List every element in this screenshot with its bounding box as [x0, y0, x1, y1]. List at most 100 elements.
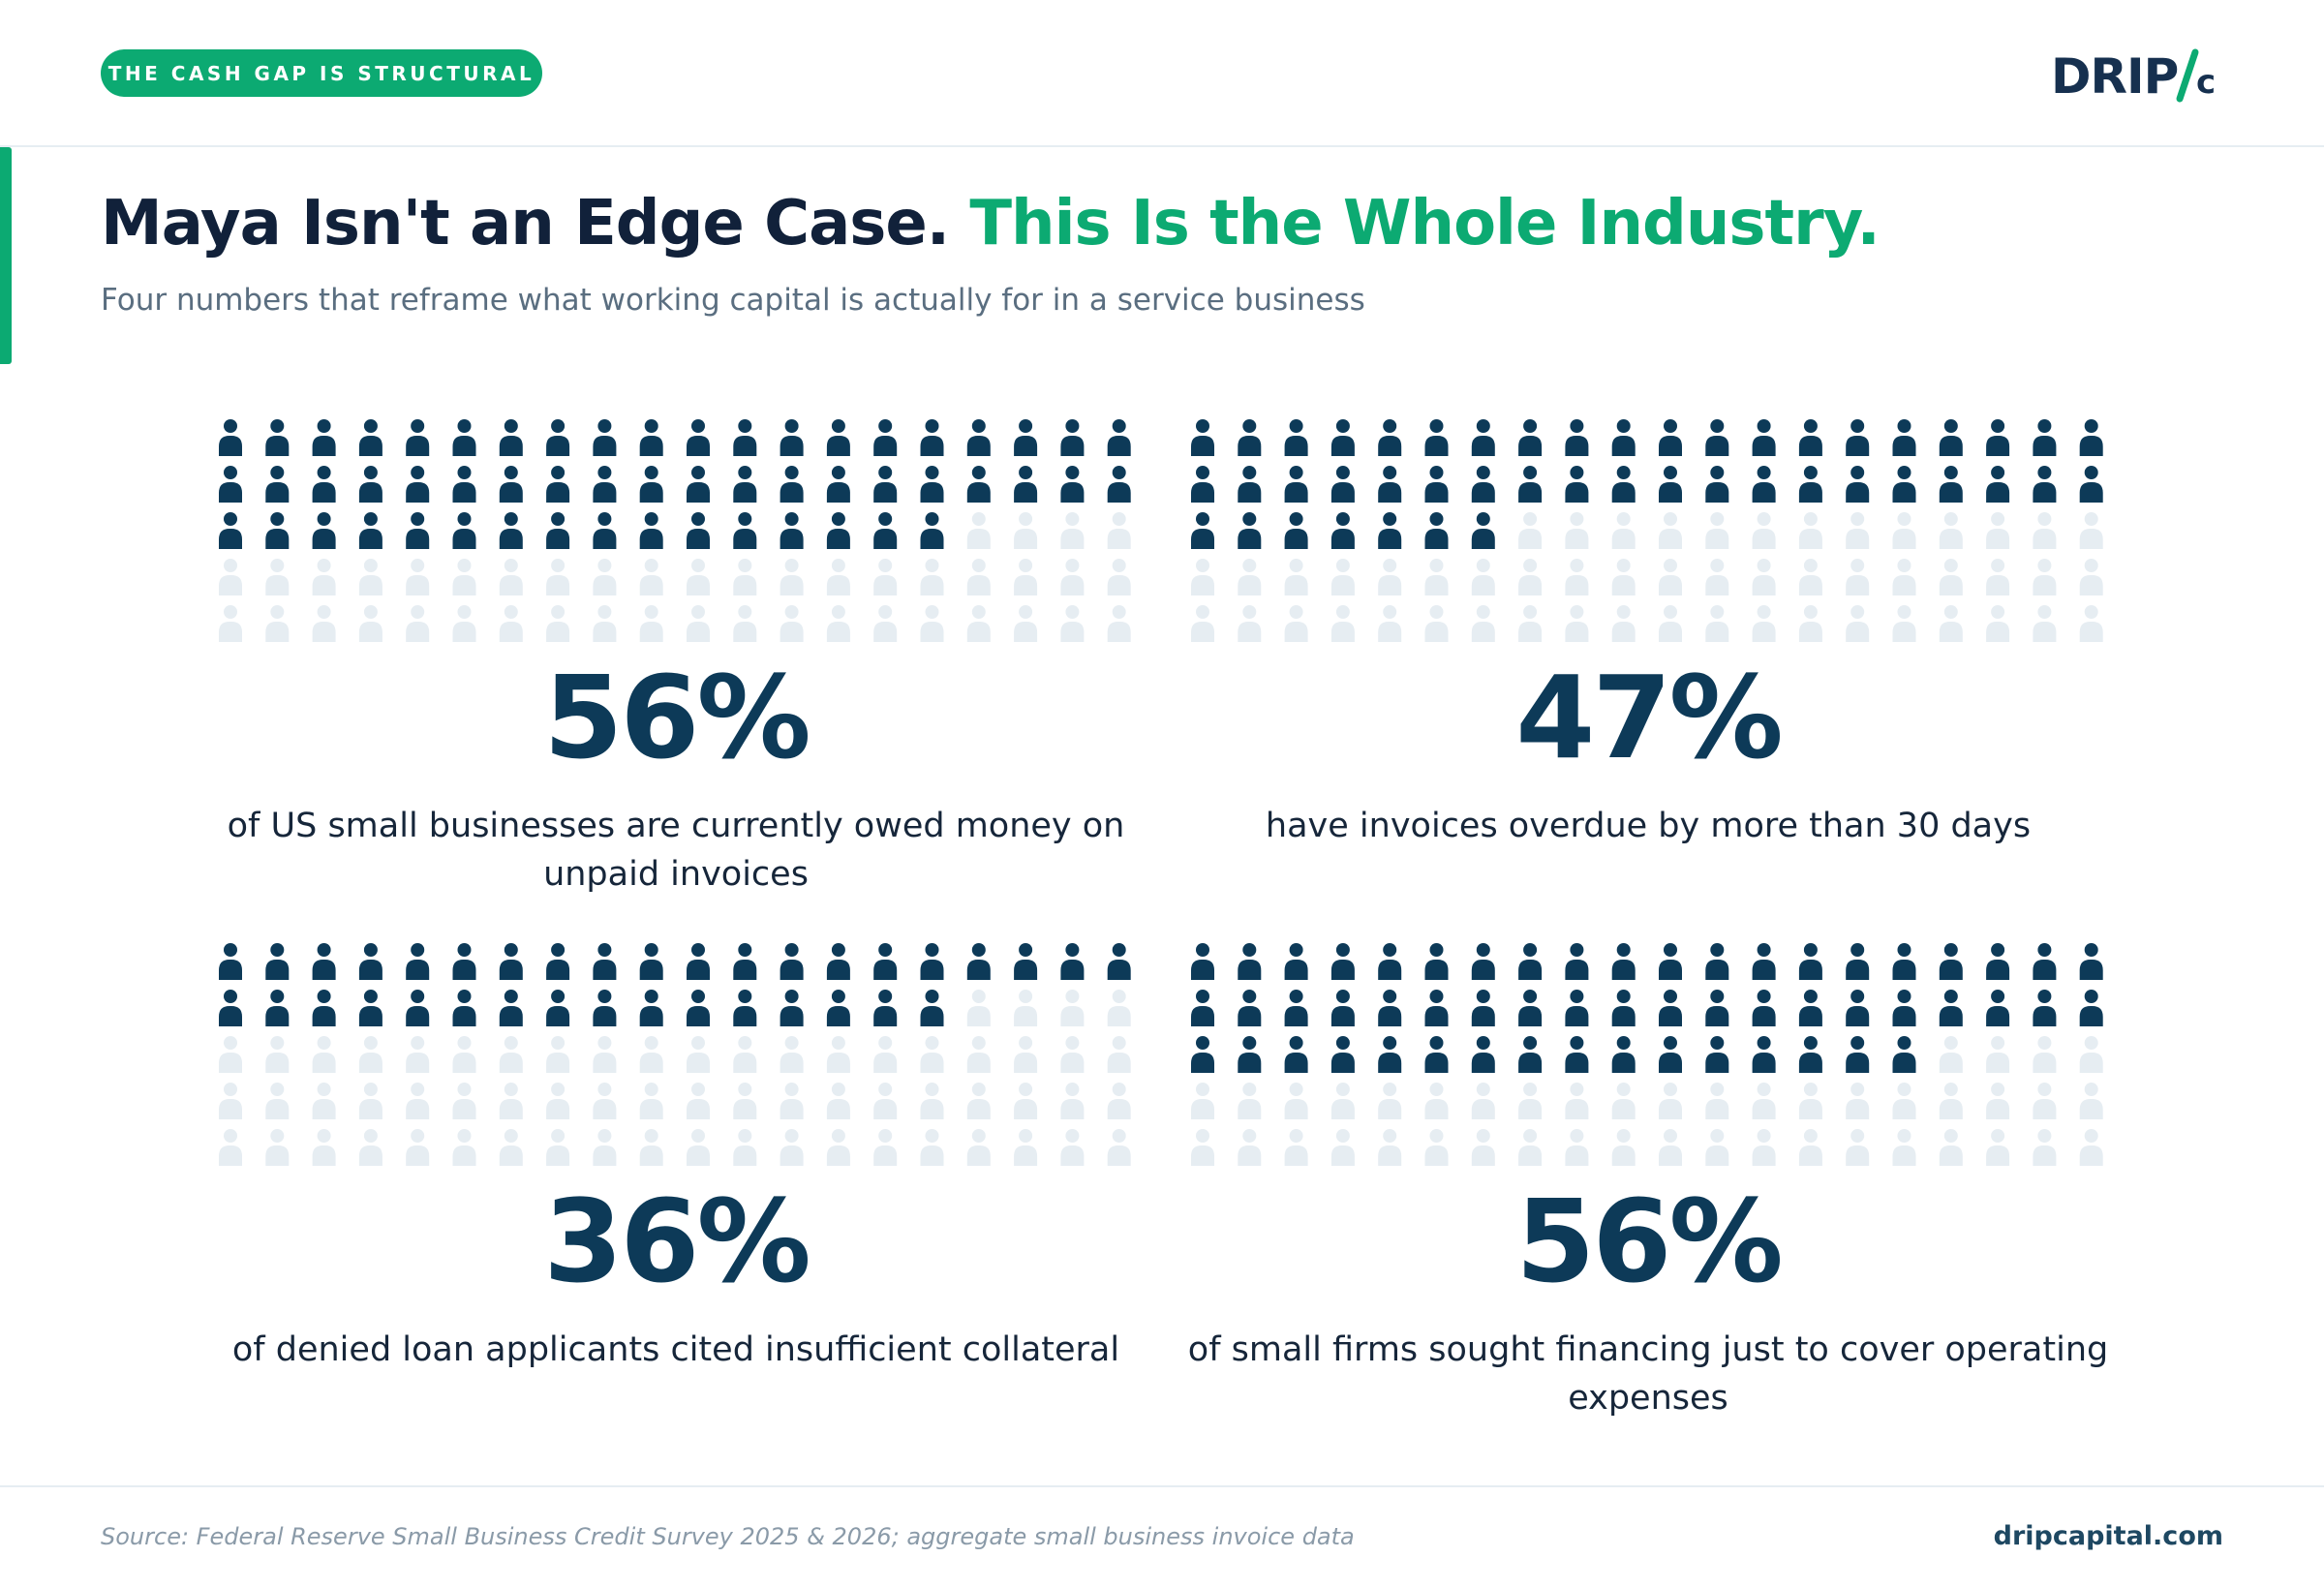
person-icon: [826, 466, 850, 503]
stat-block: 36% of denied loan applicants cited insu…: [211, 938, 1141, 1374]
person-icon: [1611, 990, 1636, 1026]
person-icon: [826, 943, 850, 980]
person-icon: [1752, 466, 1776, 503]
person-icon: [546, 512, 570, 549]
person-icon: [733, 990, 757, 1026]
person-icon: [1846, 559, 1870, 596]
person-icon: [1191, 466, 1214, 503]
person-icon: [2033, 990, 2057, 1026]
person-icon: [1939, 559, 1963, 596]
person-icon: [1565, 419, 1589, 456]
person-icon: [687, 990, 710, 1026]
person-icon: [920, 1036, 944, 1073]
person-icon: [687, 419, 710, 456]
person-icon: [1611, 605, 1636, 642]
person-icon: [1611, 419, 1636, 456]
person-icon: [1659, 512, 1682, 549]
person-icon: [1471, 1129, 1495, 1166]
person-icon: [920, 512, 944, 549]
person-icon: [1798, 559, 1822, 596]
person-icon: [358, 990, 382, 1026]
person-icon: [546, 466, 570, 503]
person-icon: [780, 1083, 804, 1119]
person-icon: [1939, 943, 1963, 980]
person-icon: [1798, 466, 1822, 503]
person-icon: [1518, 512, 1543, 549]
person-icon: [1939, 466, 1963, 503]
person-icon: [1798, 605, 1822, 642]
person-icon: [780, 512, 804, 549]
person-icon: [1986, 1083, 2010, 1119]
person-icon: [1330, 1036, 1355, 1073]
person-icon: [1191, 605, 1214, 642]
person-icon: [1284, 943, 1308, 980]
person-icon: [1986, 990, 2010, 1026]
person-icon: [546, 1129, 570, 1166]
title-part-1: Maya Isn't an Edge Case.: [101, 188, 950, 260]
person-icon: [1238, 559, 1262, 596]
person-icon: [499, 1083, 523, 1119]
person-icon: [1846, 605, 1870, 642]
person-icon: [1659, 943, 1682, 980]
person-icon: [265, 1036, 290, 1073]
person-icon: [1107, 419, 1131, 456]
person-icon: [639, 512, 663, 549]
person-icon: [1752, 1036, 1776, 1073]
person-icon: [1330, 1083, 1355, 1119]
person-icon: [219, 990, 242, 1026]
person-icon: [406, 466, 430, 503]
person-icon: [219, 512, 242, 549]
person-icon: [1014, 1036, 1038, 1073]
person-icon: [358, 943, 382, 980]
person-icon: [639, 419, 663, 456]
person-icon: [1060, 605, 1085, 642]
person-icon: [1191, 1036, 1214, 1073]
person-icon: [1565, 943, 1589, 980]
person-icon: [639, 559, 663, 596]
person-icon: [1705, 943, 1729, 980]
person-icon: [1986, 466, 2010, 503]
person-icon: [1705, 559, 1729, 596]
person-icon-grid: [219, 943, 1131, 1166]
person-icon: [1014, 990, 1038, 1026]
person-icon: [219, 1129, 242, 1166]
person-icon: [593, 990, 617, 1026]
person-icon: [593, 1129, 617, 1166]
person-icon: [406, 605, 430, 642]
person-icon: [452, 1036, 476, 1073]
person-icon: [1846, 943, 1870, 980]
person-icon: [1107, 512, 1131, 549]
person-icon: [2079, 1083, 2103, 1119]
person-icon: [1939, 990, 1963, 1026]
person-icon: [2079, 466, 2103, 503]
person-icon: [966, 1036, 991, 1073]
person-icon: [499, 1036, 523, 1073]
stat-description: of small firms sought financing just to …: [1187, 1330, 2109, 1418]
person-icon: [873, 559, 898, 596]
svg-text:DRIP: DRIP: [2051, 48, 2178, 105]
person-icon: [219, 1036, 242, 1073]
person-icon: [1518, 605, 1543, 642]
person-icon: [2033, 466, 2057, 503]
person-icon: [1659, 990, 1682, 1026]
person-icon: [546, 990, 570, 1026]
person-icon: [1939, 1036, 1963, 1073]
person-icon: [966, 943, 991, 980]
person-icon: [1424, 1083, 1449, 1119]
person-icon: [1798, 1036, 1822, 1073]
person-icon: [639, 605, 663, 642]
person-icon: [920, 559, 944, 596]
person-icon: [1565, 1129, 1589, 1166]
person-icon: [452, 943, 476, 980]
person-icon: [2033, 943, 2057, 980]
person-icon: [1060, 1036, 1085, 1073]
person-icon: [452, 1083, 476, 1119]
person-icon: [733, 419, 757, 456]
person-icon: [1238, 943, 1262, 980]
stat-block: 56% of US small businesses are currently…: [211, 414, 1141, 899]
person-icon: [312, 466, 336, 503]
person-icon: [1752, 512, 1776, 549]
person-icon: [2079, 559, 2103, 596]
website-link[interactable]: dripcapital.com: [1993, 1521, 2223, 1551]
person-icon: [1107, 990, 1131, 1026]
